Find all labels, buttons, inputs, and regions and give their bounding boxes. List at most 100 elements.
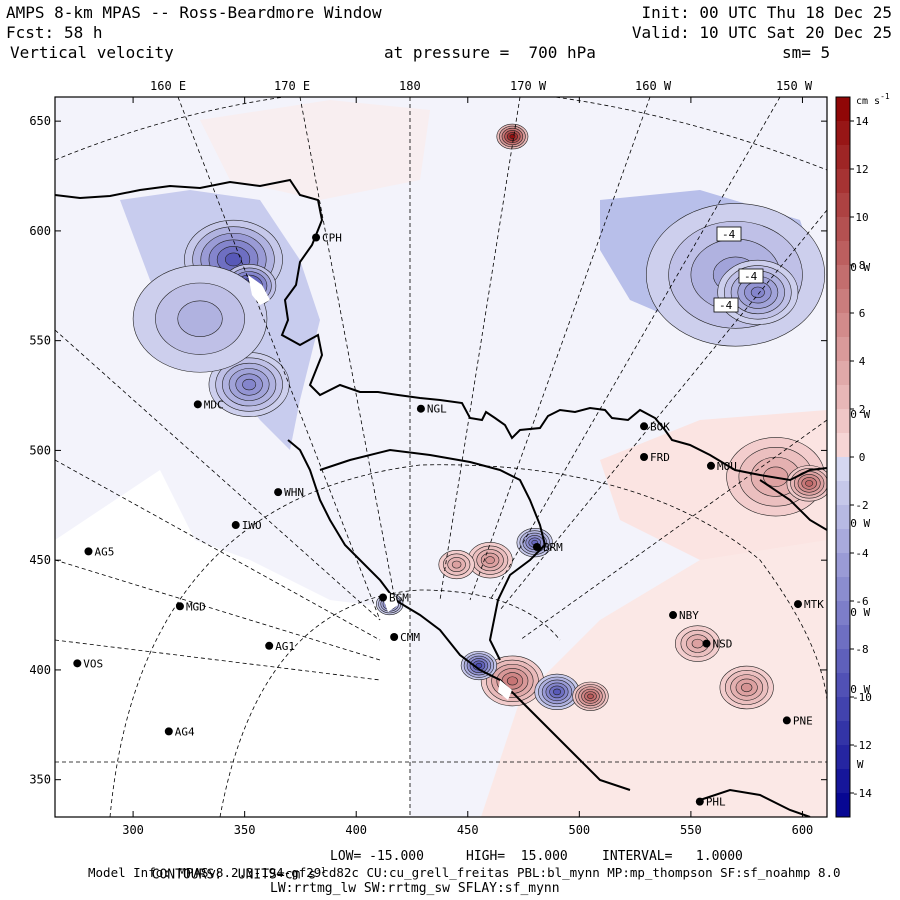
contour-ring	[225, 252, 242, 267]
stations: CPH MDC NGL BOK FRD MOU WHN IWO AG5 MGD BGM NBY MTK C…	[73, 231, 824, 809]
x-axis: 300 350 400 450 500 550 600	[122, 97, 813, 837]
station-label: FRD	[650, 451, 670, 464]
contour-ring	[691, 638, 704, 649]
colorbar-swatch	[836, 673, 850, 698]
colorbar-swatch	[836, 241, 850, 266]
y-tick-label: 350	[29, 773, 51, 787]
station-marker	[532, 543, 541, 551]
station-marker	[265, 641, 274, 650]
contour-ring	[587, 693, 594, 699]
station-marker	[84, 547, 93, 556]
station-label: PNE	[793, 714, 813, 727]
station-marker	[193, 400, 202, 409]
contour-ring	[451, 560, 462, 569]
mixed-region-north	[200, 100, 430, 200]
station-marker	[695, 797, 704, 806]
x-tick-label: 450	[457, 823, 479, 837]
station-marker	[378, 593, 387, 602]
station-label: CMM	[400, 631, 420, 644]
colorbar-swatch	[836, 601, 850, 626]
colorbar-swatch	[836, 553, 850, 578]
pressure-level: at pressure = 700 hPa	[384, 43, 596, 62]
colorbar-swatch	[836, 217, 850, 242]
x-tick-label: 600	[792, 823, 814, 837]
colorbar: 14 12 10 8 6 4 2 0 -2 -4 -6 -8 -10 -12 -14	[835, 96, 872, 818]
colorbar-tick-label: 8	[859, 259, 866, 272]
updraft-cell	[496, 123, 529, 150]
x-tick-label: 300	[122, 823, 144, 837]
station-marker	[640, 453, 649, 461]
station-label: BGM	[389, 591, 409, 604]
y-tick-label: 500	[29, 443, 51, 457]
colorbar-tick-label: 0	[859, 451, 866, 464]
station-label: IWO	[242, 519, 262, 532]
colorbar-tick-label: 12	[855, 163, 868, 176]
colorbar-swatch	[836, 769, 850, 794]
station-label: AG1	[275, 640, 295, 653]
station-label: NGL	[427, 403, 447, 416]
station-marker	[73, 659, 82, 668]
station-label: VOS	[83, 657, 103, 670]
velocity-cells	[132, 123, 827, 711]
colorbar-swatch	[836, 625, 850, 650]
station-marker	[390, 633, 399, 641]
lon-label-top: 160 W	[635, 79, 672, 93]
top-lon-labels: 160 E 170 E 180 170 W 160 W 150 W	[150, 79, 813, 93]
colorbar-swatch	[836, 505, 850, 530]
colorbar-tick-label: 4	[859, 355, 866, 368]
downdraft-cell	[534, 673, 580, 711]
station-marker	[312, 233, 321, 242]
contour-labels: -4 -4 -4	[713, 226, 764, 313]
downdraft-cell	[208, 352, 290, 417]
x-tick-label: 350	[234, 823, 256, 837]
x-tick-label: 400	[345, 823, 367, 837]
updraft-cell	[674, 625, 721, 662]
colorbar-tick-label: 10	[855, 211, 868, 224]
contour-label: -4	[719, 299, 733, 312]
contour-ring	[506, 676, 518, 686]
colorbar-swatch	[836, 457, 850, 482]
colorbar-tick-label: 2	[859, 403, 866, 416]
downdraft-cell	[132, 264, 268, 373]
contour-ring	[485, 556, 495, 565]
positive-region-south	[481, 520, 827, 817]
colorbar-swatch	[836, 289, 850, 314]
x-tick-label: 500	[568, 823, 590, 837]
map-panel[interactable]: -4 -4 -4 CPH MDC NGL BOK FRD MOU WHN IWO AG5 MGD B…	[55, 87, 831, 820]
footer-contours: CONTOURS: UNITS=cm s-1	[151, 866, 326, 883]
station-marker	[793, 600, 802, 609]
y-tick-label: 400	[29, 663, 51, 677]
colorbar-tick-label: -4	[855, 547, 869, 560]
station-label: BOK	[650, 420, 670, 433]
lon-label-top: 170 E	[274, 79, 310, 93]
contour-ring	[242, 378, 257, 391]
station-marker	[274, 488, 283, 497]
colorbar-swatch	[836, 265, 850, 290]
station-label: CPH	[322, 231, 342, 244]
y-tick-label: 450	[29, 553, 51, 567]
footer-low: LOW= -15.000	[330, 849, 424, 864]
colorbar-swatch	[836, 313, 850, 338]
station-marker	[231, 521, 240, 530]
contour-ring	[553, 688, 562, 696]
graticule	[55, 97, 827, 817]
station-label: MGD	[186, 600, 206, 613]
downdraft-cell	[460, 650, 498, 681]
station-label: WHN	[284, 486, 304, 499]
x-tick-label: 550	[680, 823, 702, 837]
colorbar-tick-label: -2	[855, 499, 868, 512]
footer-model-info-2: LW:rrtmg_lw SW:rrtmg_sw SFLAY:sf_mynn	[270, 881, 560, 896]
forecast-hour-label: Fcst:	[6, 23, 55, 42]
colorbar-tick-label: -12	[852, 739, 872, 752]
station-label: MDC	[204, 398, 224, 411]
colorbar-swatch	[836, 193, 850, 218]
station-marker	[640, 422, 649, 431]
contour-ring	[741, 682, 753, 693]
colorbar-swatch	[836, 529, 850, 554]
colorbar-tick-label: -6	[855, 595, 868, 608]
station-marker	[175, 602, 184, 611]
footer-interval: INTERVAL= 1.0000	[602, 849, 743, 864]
station-marker	[164, 727, 173, 736]
contour-label: -4	[722, 228, 736, 241]
